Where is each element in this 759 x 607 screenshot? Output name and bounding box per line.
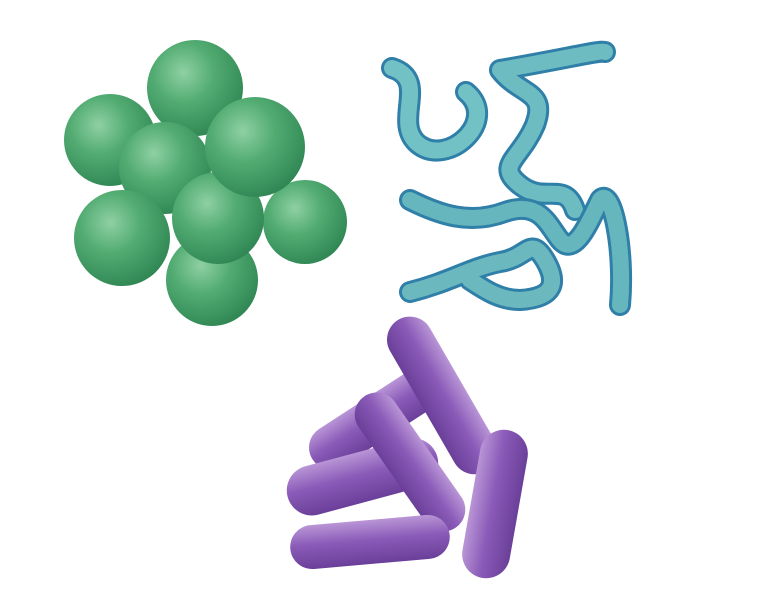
spirillum-cell bbox=[399, 186, 633, 316]
bacillus-cell bbox=[462, 429, 528, 579]
spirillum-cell bbox=[381, 57, 489, 162]
coccus-cell bbox=[205, 97, 305, 197]
cocci-cluster bbox=[64, 40, 347, 326]
coccus-cell bbox=[147, 40, 243, 136]
bacillus-cell bbox=[290, 514, 450, 570]
bacillus-cell bbox=[387, 316, 498, 475]
bacilli-group bbox=[286, 316, 528, 579]
coccus-cell bbox=[74, 190, 170, 286]
spirillum-cell bbox=[399, 237, 563, 311]
spirillum-cell bbox=[489, 40, 616, 221]
spirilla-group bbox=[381, 40, 633, 316]
coccus-cell bbox=[263, 180, 347, 264]
bacillus-cell bbox=[354, 392, 466, 532]
